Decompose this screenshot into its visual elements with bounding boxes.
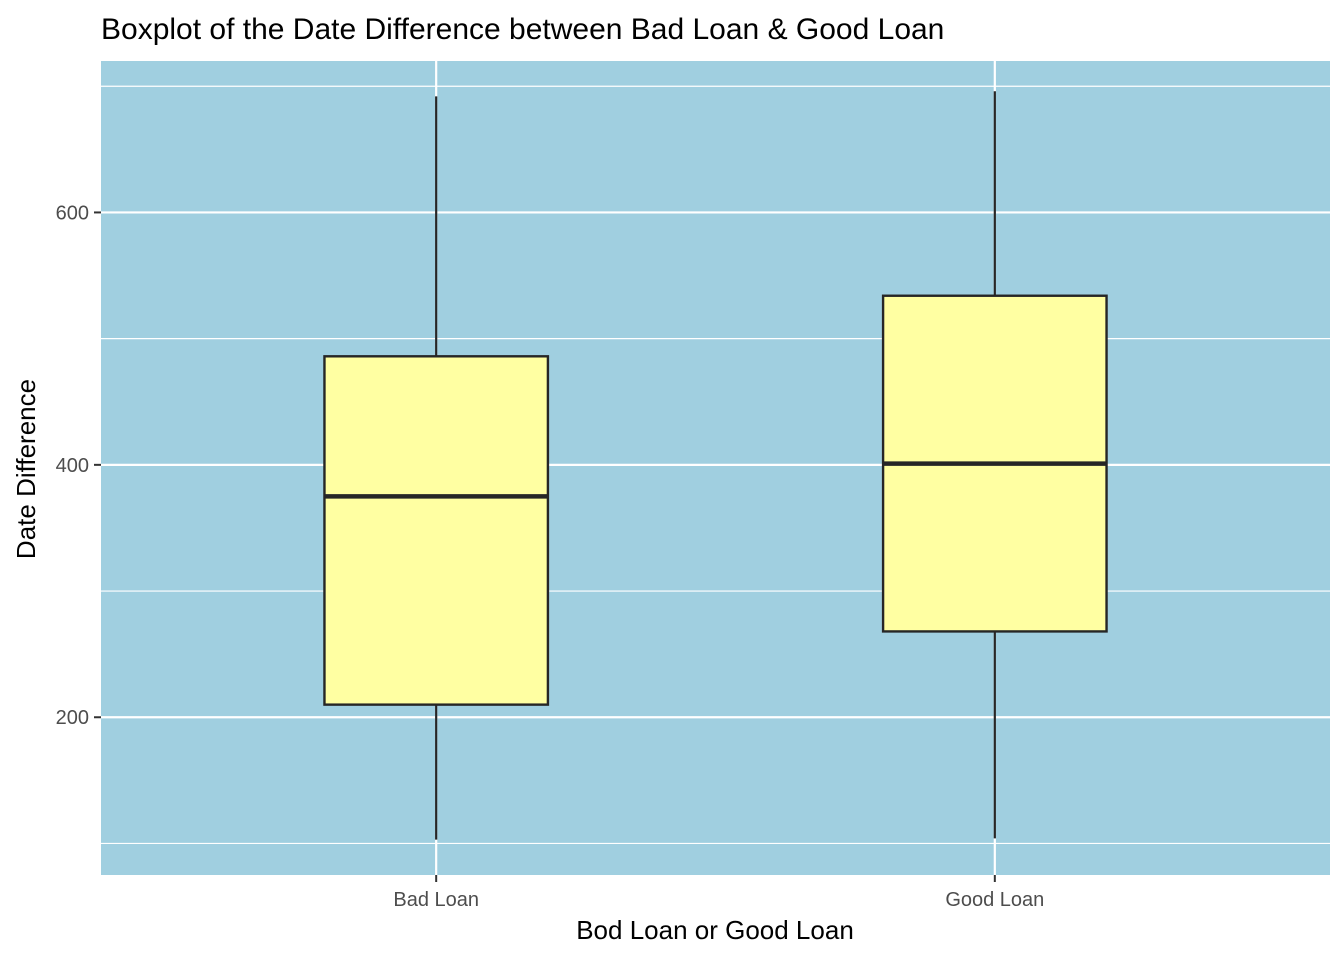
y-tick-label: 200 xyxy=(56,707,89,729)
chart-title: Boxplot of the Date Difference between B… xyxy=(101,13,944,46)
box-bad-loan xyxy=(323,96,550,840)
boxes-layer xyxy=(323,91,1108,840)
y-axis-title: Date Difference xyxy=(11,379,41,559)
x-axis-title: Bod Loan or Good Loan xyxy=(576,915,854,945)
box-good-loan xyxy=(881,91,1108,839)
y-tick-label: 600 xyxy=(56,202,89,224)
y-axis: 200 400 600 xyxy=(56,202,101,729)
plot-panel xyxy=(101,61,1330,875)
minor-gridlines xyxy=(101,85,1330,845)
box-iqr xyxy=(323,355,550,706)
x-tick-label: Good Loan xyxy=(945,889,1044,911)
y-tick-label: 400 xyxy=(56,455,89,477)
x-tick-label: Bad Loan xyxy=(393,889,479,911)
x-axis: Bad Loan Good Loan xyxy=(393,875,1044,911)
